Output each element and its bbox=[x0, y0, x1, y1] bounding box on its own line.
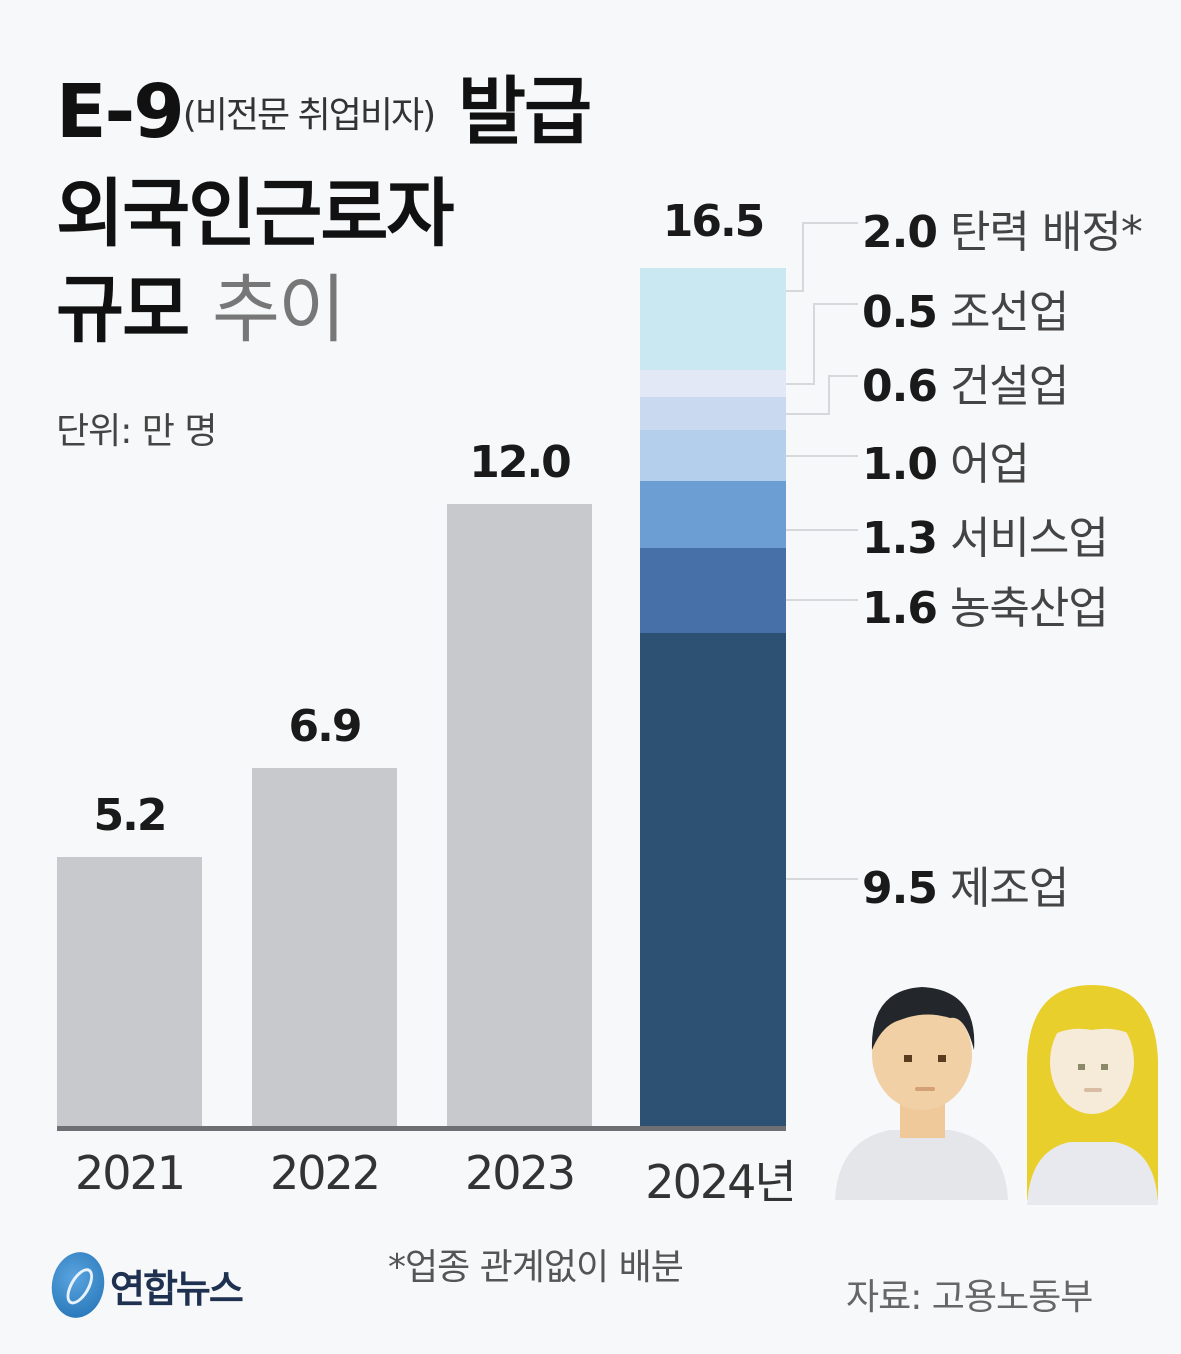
segment-manufacturing bbox=[640, 633, 786, 1128]
value-label-2024: 16.5 bbox=[662, 196, 766, 247]
footnote: *업종 관계없이 배분 bbox=[388, 1247, 684, 1288]
chart-title-line3: 규모 추이 bbox=[56, 267, 346, 353]
connector-shipbuilding-h bbox=[813, 303, 858, 305]
value-label-2022: 6.9 bbox=[288, 701, 363, 752]
title-visa-code: E-9 bbox=[56, 69, 185, 155]
segment-agriculture bbox=[640, 548, 786, 633]
value-label-2023: 12.0 bbox=[469, 437, 572, 488]
yonhap-news-logo: 연합뉴스 bbox=[46, 1247, 244, 1323]
connector-agriculture bbox=[786, 599, 858, 601]
legend-value: 1.0 bbox=[862, 439, 938, 490]
yonhap-logo-icon bbox=[46, 1247, 110, 1323]
connector-flex-h bbox=[802, 222, 858, 224]
male-worker-icon bbox=[835, 987, 1008, 1200]
unit-label: 단위: 만 명 bbox=[56, 411, 217, 452]
segment-fishery bbox=[640, 430, 786, 481]
chart-title-line2: 외국인근로자 bbox=[56, 171, 454, 257]
legend-label: 탄력 배정* bbox=[949, 207, 1143, 258]
x-label-2021: 2021 bbox=[74, 1146, 186, 1200]
connector-fishery bbox=[786, 455, 858, 457]
legend-flex-allocation: 2.0 탄력 배정* bbox=[862, 196, 1143, 260]
legend-value: 1.3 bbox=[862, 513, 938, 564]
x-label-2024: 2024년 bbox=[645, 1155, 796, 1209]
bar-2024-stacked bbox=[640, 268, 786, 1128]
title-issuance: 발급 bbox=[457, 69, 592, 155]
connector-manufacturing bbox=[786, 878, 858, 880]
legend-value: 0.5 bbox=[862, 287, 938, 338]
legend-value: 1.6 bbox=[862, 583, 938, 634]
title-scale: 규모 bbox=[56, 267, 190, 353]
x-label-2023: 2023 bbox=[464, 1146, 576, 1200]
legend-agriculture: 1.6 농축산업 bbox=[862, 572, 1109, 636]
legend-label: 농축산업 bbox=[949, 583, 1109, 634]
connector-flex bbox=[786, 222, 804, 292]
segment-flex-allocation bbox=[640, 268, 786, 370]
title-visa-description: (비전문 취업비자) bbox=[182, 95, 436, 136]
connector-construction bbox=[786, 375, 830, 415]
segment-shipbuilding bbox=[640, 370, 786, 397]
legend-label: 제조업 bbox=[949, 863, 1069, 914]
connector-service bbox=[786, 529, 858, 531]
legend-label: 조선업 bbox=[949, 287, 1069, 338]
workers-illustration bbox=[835, 985, 1158, 1205]
legend-construction: 0.6 건설업 bbox=[862, 350, 1069, 414]
segment-service bbox=[640, 481, 786, 548]
segment-construction bbox=[640, 397, 786, 430]
legend-value: 2.0 bbox=[862, 207, 938, 258]
legend-label: 어업 bbox=[949, 439, 1030, 490]
legend-shipbuilding: 0.5 조선업 bbox=[862, 276, 1069, 340]
bar-2022 bbox=[252, 768, 397, 1128]
x-axis-baseline bbox=[57, 1126, 786, 1131]
legend-fishery: 1.0 어업 bbox=[862, 428, 1030, 492]
legend-label: 건설업 bbox=[949, 361, 1069, 412]
x-label-2022: 2022 bbox=[269, 1146, 381, 1200]
connector-shipbuilding bbox=[786, 303, 815, 385]
bar-2021 bbox=[57, 857, 202, 1128]
bar-2023 bbox=[447, 504, 592, 1128]
logo-text: 연합뉴스 bbox=[110, 1266, 244, 1311]
title-trend: 추이 bbox=[211, 267, 346, 353]
legend-value: 0.6 bbox=[862, 361, 938, 412]
legend-value: 9.5 bbox=[862, 863, 938, 914]
chart-title-line1: E-9(비전문 취업비자) 발급 bbox=[56, 69, 592, 158]
value-label-2021: 5.2 bbox=[93, 790, 168, 841]
legend-service: 1.3 서비스업 bbox=[862, 502, 1109, 566]
source-label: 자료: 고용노동부 bbox=[846, 1277, 1093, 1318]
legend-manufacturing: 9.5 제조업 bbox=[862, 852, 1069, 916]
female-worker-icon bbox=[1027, 985, 1158, 1205]
connector-construction-h bbox=[828, 375, 858, 377]
legend-label: 서비스업 bbox=[949, 513, 1109, 564]
